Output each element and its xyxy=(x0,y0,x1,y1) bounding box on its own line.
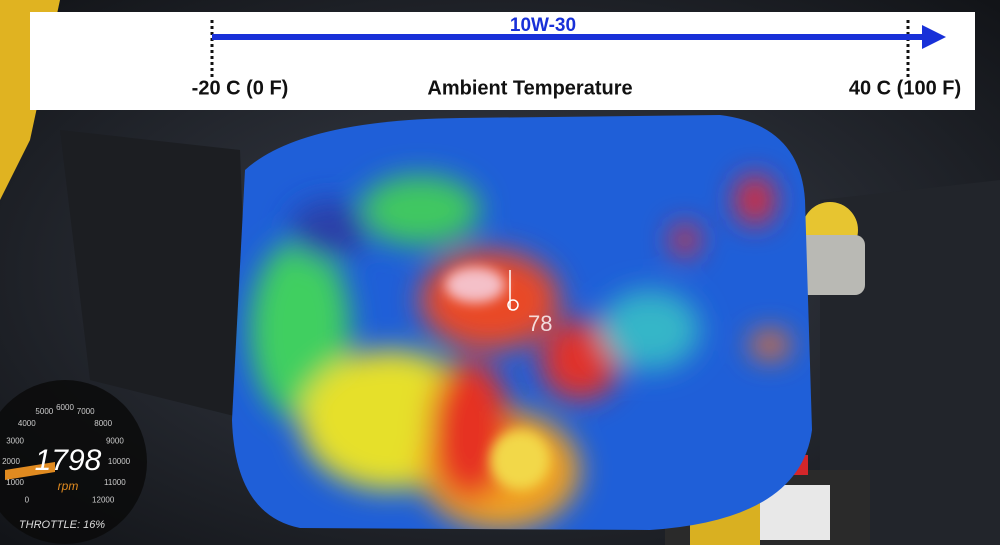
gauge-tick-label: 4000 xyxy=(18,419,36,428)
gauge-face xyxy=(0,380,147,544)
left-label: -20 C (0 F) xyxy=(192,77,289,99)
oil-banner xyxy=(30,12,975,110)
gauge-tick-label: 7000 xyxy=(77,407,95,416)
arrow-head xyxy=(922,25,946,49)
right-label: 40 C (100 F) xyxy=(849,77,961,99)
gauge-tick-label: 11000 xyxy=(104,478,126,487)
spot-reading: 78 xyxy=(528,311,552,336)
crosshair-ring xyxy=(507,299,519,311)
gauge-tick-label: 9000 xyxy=(106,436,124,445)
gauge-tick-label: 6000 xyxy=(56,403,74,412)
oil-grade: 10W-30 xyxy=(510,15,576,36)
gauge-tick-label: 5000 xyxy=(35,407,53,416)
gauge-tick-label: 1000 xyxy=(6,478,24,487)
thermal-image xyxy=(232,115,812,530)
reservoir xyxy=(790,235,865,295)
gauge-needle xyxy=(5,462,55,480)
gauge-tick-label: 10000 xyxy=(108,457,131,466)
gauge-tick-label: 0 xyxy=(25,495,30,504)
gauge-tick-label: 8000 xyxy=(94,419,112,428)
gauge-tick-label: 3000 xyxy=(6,436,24,445)
axis-label: Ambient Temperature xyxy=(427,77,632,99)
gauge-tick-label: 12000 xyxy=(92,495,115,504)
airbox xyxy=(60,130,250,420)
gauge-tick-label: 2000 xyxy=(2,457,20,466)
throttle: THROTTLE: 16% xyxy=(19,519,105,531)
rpm-unit: rpm xyxy=(58,479,79,493)
rpm-value: 1798 xyxy=(35,444,102,477)
